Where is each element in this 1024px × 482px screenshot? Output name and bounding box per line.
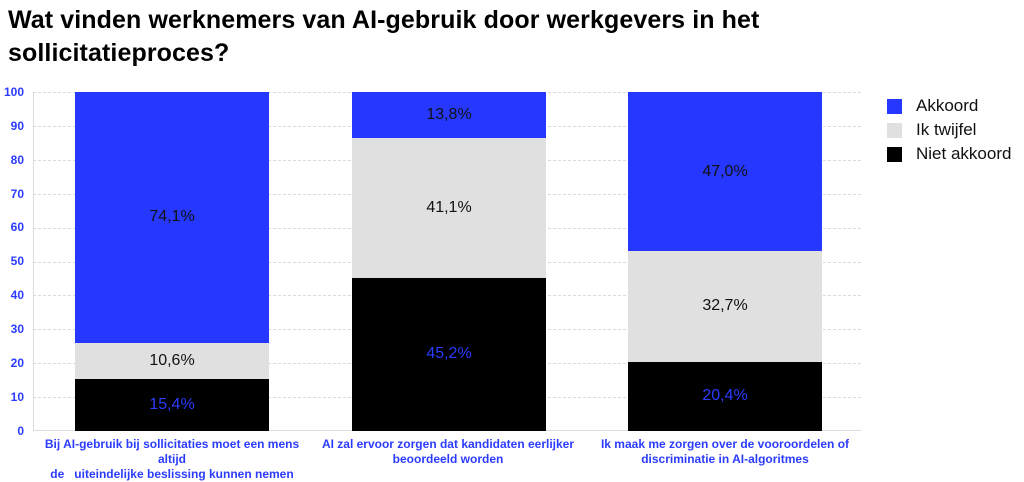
value-label: 20,4% bbox=[702, 387, 748, 405]
segment-ik-twijfel: 32,7% bbox=[628, 251, 822, 362]
bar-3: 20,4% 32,7% 47,0% bbox=[628, 92, 822, 431]
segment-akkoord: 47,0% bbox=[628, 92, 822, 251]
segment-niet-akkoord: 20,4% bbox=[628, 361, 822, 431]
bar-2: 45,2% 41,1% 13,8% bbox=[352, 92, 546, 431]
segment-akkoord: 74,1% bbox=[75, 92, 269, 343]
value-label: 41,1% bbox=[426, 199, 472, 217]
x-label-line: beoordeeld worden bbox=[392, 452, 504, 466]
y-tick-label: 90 bbox=[10, 119, 24, 133]
value-label: 10,6% bbox=[149, 351, 195, 369]
legend-item-niet-akkoord: Niet akkoord bbox=[887, 142, 1011, 166]
x-category-label: AI zal ervoor zorgen dat kandidaten eerl… bbox=[308, 437, 588, 467]
y-tick-label: 0 bbox=[17, 424, 24, 438]
chart-title: Wat vinden werknemers van AI-gebruik doo… bbox=[8, 6, 760, 67]
x-label-line: Ik maak me zorgen over de vooroordelen o… bbox=[600, 437, 850, 451]
legend-swatch-icon bbox=[887, 122, 902, 138]
legend-label: Akkoord bbox=[916, 96, 979, 115]
x-label-line: de uiteindelijke beslissing kunnen nemen bbox=[50, 467, 294, 481]
y-axis-line bbox=[33, 92, 34, 431]
segment-ik-twijfel: 10,6% bbox=[75, 342, 269, 379]
segment-niet-akkoord: 45,2% bbox=[352, 277, 546, 431]
legend: Akkoord Ik twijfel Niet akkoord bbox=[887, 94, 1011, 166]
bar-1: 15,4% 10,6% 74,1% bbox=[75, 92, 269, 431]
value-label: 74,1% bbox=[149, 208, 195, 226]
y-tick-label: 80 bbox=[10, 153, 24, 167]
segment-niet-akkoord: 15,4% bbox=[75, 378, 269, 431]
y-tick-label: 50 bbox=[10, 254, 24, 268]
legend-item-ik-twijfel: Ik twijfel bbox=[887, 118, 1011, 142]
y-tick-label: 60 bbox=[10, 220, 24, 234]
legend-swatch-icon bbox=[887, 146, 902, 162]
y-tick-label: 20 bbox=[10, 356, 24, 370]
plot-area: 15,4% 10,6% 74,1% 45,2% 41,1% 13,8% 20,4… bbox=[33, 92, 861, 431]
y-tick-label: 70 bbox=[10, 187, 24, 201]
legend-label: Ik twijfel bbox=[916, 120, 977, 139]
value-label: 13,8% bbox=[426, 106, 472, 124]
value-label: 47,0% bbox=[702, 162, 748, 180]
segment-akkoord: 13,8% bbox=[352, 92, 546, 139]
value-label: 32,7% bbox=[702, 297, 748, 315]
y-tick-label: 10 bbox=[10, 390, 24, 404]
legend-swatch-icon bbox=[887, 98, 902, 114]
x-category-label: Ik maak me zorgen over de vooroordelen o… bbox=[585, 437, 865, 467]
y-tick-label: 30 bbox=[10, 322, 24, 336]
value-label: 15,4% bbox=[149, 395, 195, 413]
segment-ik-twijfel: 41,1% bbox=[352, 138, 546, 278]
legend-label: Niet akkoord bbox=[916, 144, 1012, 163]
value-label: 45,2% bbox=[426, 345, 472, 363]
legend-item-akkoord: Akkoord bbox=[887, 94, 1011, 118]
x-category-label: Bij AI-gebruik bij sollicitaties moet ee… bbox=[32, 437, 312, 482]
x-label-line: discriminatie in AI-algoritmes bbox=[641, 452, 809, 466]
y-tick-label: 40 bbox=[10, 288, 24, 302]
y-tick-label: 100 bbox=[3, 85, 24, 99]
x-label-line: AI zal ervoor zorgen dat kandidaten eerl… bbox=[321, 437, 575, 451]
x-label-line: Bij AI-gebruik bij sollicitaties moet ee… bbox=[44, 437, 300, 466]
